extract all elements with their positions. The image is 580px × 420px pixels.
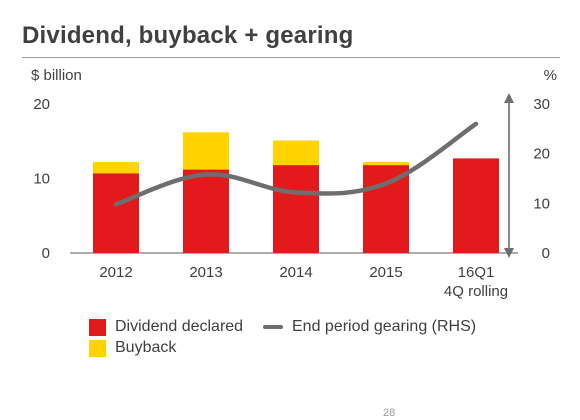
page-number: 28 <box>383 407 396 419</box>
x-tick-label-2: 2014 <box>279 264 312 281</box>
legend-swatch-gearing <box>263 325 283 329</box>
bar-dividend-2 <box>273 165 319 253</box>
x-tick-label-0: 2012 <box>99 264 132 281</box>
legend-item-dividend: Dividend declared <box>89 318 243 336</box>
x-tick-label-3: 2015 <box>369 264 402 281</box>
bar-dividend-4 <box>453 158 499 253</box>
y-tick-right-10: 10 <box>533 195 550 212</box>
bar-buyback-2 <box>273 140 319 166</box>
bar-dividend-3 <box>363 165 409 253</box>
legend-item-gearing: End period gearing (RHS) <box>263 318 476 336</box>
y-tick-left-10: 10 <box>33 171 50 188</box>
rhs-axis-arrow-top-icon <box>504 93 514 103</box>
y-axis-right-label: % <box>544 67 557 84</box>
bar-buyback-0 <box>93 162 139 174</box>
bar-dividend-0 <box>93 173 139 253</box>
bar-dividend-1 <box>183 169 229 253</box>
legend-label-dividend: Dividend declared <box>115 318 244 335</box>
y-tick-right-20: 20 <box>533 146 550 163</box>
title-divider <box>22 57 560 58</box>
bar-buyback-1 <box>183 132 229 170</box>
y-tick-right-30: 30 <box>533 96 550 113</box>
legend-swatch-buyback <box>89 339 106 357</box>
legend-label-gearing: End period gearing (RHS) <box>292 318 477 335</box>
y-axis-left-label: $ billion <box>31 67 82 84</box>
y-tick-left-20: 20 <box>33 96 50 113</box>
chart-title: Dividend, buyback + gearing <box>22 22 354 49</box>
gearing-line <box>113 121 479 207</box>
x-tick-label-1: 2013 <box>189 264 222 281</box>
x-tick-label-4-0: 16Q1 <box>458 264 495 281</box>
bar-buyback-3 <box>363 162 409 166</box>
x-tick-label-4-1: 4Q rolling <box>444 283 508 300</box>
rhs-axis-arrow-bottom-icon <box>504 248 514 258</box>
y-tick-left-0: 0 <box>42 245 50 262</box>
legend-swatch-dividend <box>89 318 106 336</box>
y-tick-right-0: 0 <box>542 245 550 262</box>
legend-item-buyback: Buyback <box>89 339 176 357</box>
legend-label-buyback: Buyback <box>115 339 177 356</box>
